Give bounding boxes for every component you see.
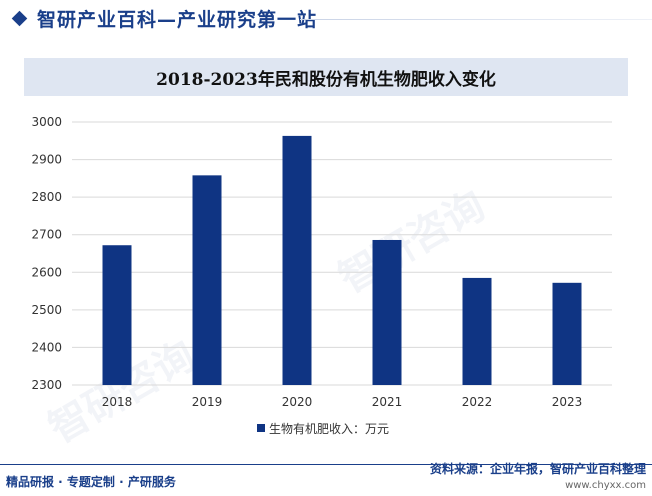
x-tick-label: 2020: [282, 395, 313, 409]
x-tick-label: 2019: [192, 395, 223, 409]
y-tick-label: 2400: [31, 340, 62, 354]
diamond-icon: [11, 10, 28, 26]
bar: [372, 239, 402, 385]
bar: [192, 175, 222, 385]
legend-swatch: [257, 424, 265, 432]
x-tick-label: 2021: [372, 395, 403, 409]
chart-title: 2018-2023年民和股份有机生物肥收入变化: [156, 69, 496, 90]
brand-header: 智研产业百科—产业研究第一站: [0, 0, 652, 36]
legend-label: 生物有机肥收入：万元: [269, 422, 389, 436]
x-tick-label: 2023: [552, 395, 583, 409]
y-axis: 2300 2400 2500 2600 2700 2800 2900 3000: [31, 115, 62, 392]
footer-services: 精品研报 · 专题定制 · 产研服务: [6, 475, 176, 489]
bar: [102, 245, 132, 385]
y-tick-label: 2600: [31, 265, 62, 279]
footer-divider: [0, 464, 652, 465]
legend: 生物有机肥收入：万元: [257, 422, 389, 436]
bars: [102, 135, 582, 385]
chart-title-box: 2018-2023年民和股份有机生物肥收入变化: [24, 58, 628, 96]
x-tick-label: 2018: [102, 395, 133, 409]
bar: [282, 135, 312, 385]
site-url: www.chyxx.com: [565, 480, 646, 491]
brand-title: 智研产业百科—产业研究第一站: [37, 8, 318, 31]
header-divider: [300, 19, 652, 20]
bar: [462, 277, 492, 385]
y-tick-label: 2300: [31, 378, 62, 392]
y-tick-label: 2500: [31, 303, 62, 317]
bar: [552, 282, 582, 385]
footer: 精品研报 · 专题定制 · 产研服务 资料来源：企业年报，智研产业百科整理 ww…: [0, 456, 652, 496]
x-axis: 2018 2019 2020 2021 2022 2023: [102, 395, 583, 409]
y-tick-label: 2800: [31, 190, 62, 204]
grid-lines: [72, 121, 612, 386]
y-tick-label: 2700: [31, 228, 62, 242]
y-tick-label: 3000: [31, 115, 62, 129]
source-note: 资料来源：企业年报，智研产业百科整理: [429, 462, 646, 476]
y-tick-label: 2900: [31, 153, 62, 167]
x-tick-label: 2022: [462, 395, 493, 409]
